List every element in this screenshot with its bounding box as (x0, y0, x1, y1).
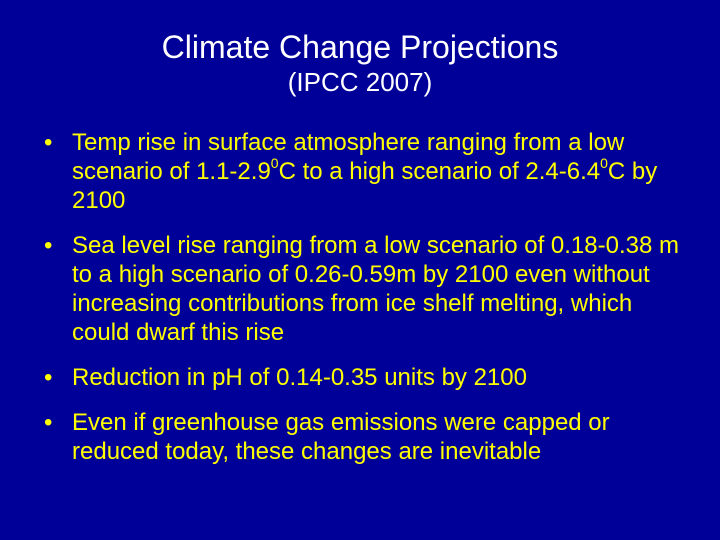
bullet-item-sea-level: • Sea level rise ranging from a low scen… (44, 231, 684, 347)
title-block: Climate Change Projections (IPCC 2007) (0, 28, 720, 98)
bullet-dot-icon: • (44, 364, 53, 391)
bullet-item-temperature: • Temp rise in surface atmosphere rangin… (44, 128, 684, 215)
bullet-list: • Temp rise in surface atmosphere rangin… (44, 128, 684, 482)
bullet-dot-icon: • (44, 409, 53, 436)
bullet-text-ph: Reduction in pH of 0.14-0.35 units by 21… (72, 364, 527, 391)
bullet-text-temperature: Temp rise in surface atmosphere ranging … (72, 129, 658, 214)
slide-subtitle: (IPCC 2007) (287, 67, 433, 97)
superscript-degree: 0 (600, 155, 608, 171)
bullet-item-inevitable: • Even if greenhouse gas emissions were … (44, 408, 684, 466)
bullet-text-sea-level: Sea level rise ranging from a low scenar… (72, 232, 679, 346)
bullet-text-inevitable: Even if greenhouse gas emissions were ca… (72, 409, 610, 465)
superscript-degree: 0 (270, 155, 279, 171)
bullet-item-ph: • Reduction in pH of 0.14-0.35 units by … (44, 363, 684, 392)
bullet-dot-icon: • (44, 129, 53, 156)
bullet-dot-icon: • (44, 232, 53, 259)
slide-title: Climate Change Projections (161, 29, 559, 65)
